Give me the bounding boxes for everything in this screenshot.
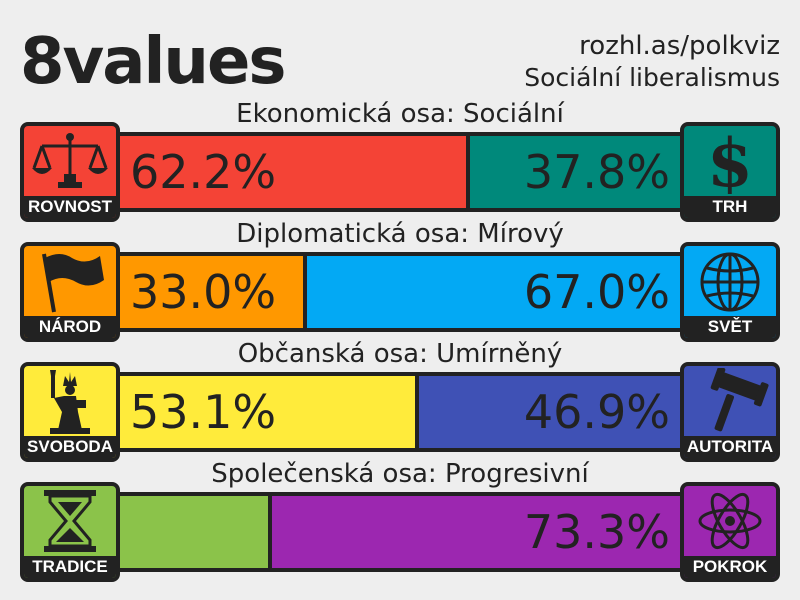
social-bar: 73.3%	[116, 492, 684, 572]
svoboda-icon-box: SVOBODA	[20, 362, 120, 462]
svet-label: SVĚT	[684, 316, 776, 338]
economic-bar: 62.2% 37.8%	[116, 132, 684, 212]
civil-bar: 53.1% 46.9%	[116, 372, 684, 452]
trh-label: TRH	[684, 196, 776, 218]
ideology-result: Sociální liberalismus	[524, 63, 780, 92]
autorita-label: AUTORITA	[684, 436, 776, 458]
rovnost-segment: 62.2%	[120, 136, 469, 208]
narod-segment: 33.0%	[120, 256, 305, 328]
svg-text:$: $	[707, 128, 753, 194]
tradice-label: TRADICE	[24, 556, 116, 578]
svet-percent: 67.0%	[523, 265, 670, 319]
autorita-icon-box: AUTORITA	[680, 362, 780, 462]
svet-segment: 67.0%	[304, 256, 680, 328]
pokrok-label: POKROK	[684, 556, 776, 578]
hourglass-icon	[44, 490, 96, 552]
svoboda-segment: 53.1%	[120, 376, 418, 448]
pokrok-segment: 73.3%	[269, 496, 680, 568]
social-axis: Společenská osa: Progresivní TRADICE 73.…	[0, 459, 800, 582]
pokrok-icon-box: POKROK	[680, 482, 780, 582]
svoboda-label: SVOBODA	[24, 436, 116, 458]
site-url: rozhl.as/polkviz	[579, 31, 780, 61]
trh-icon-box: $ TRH	[680, 122, 780, 222]
rovnost-icon-box: ROVNOST	[20, 122, 120, 222]
axis-title: Společenská osa: Progresivní	[211, 459, 589, 489]
globe-icon	[700, 252, 760, 312]
atom-icon	[698, 492, 762, 550]
tradice-icon-box: TRADICE	[20, 482, 120, 582]
economic-axis: Ekonomická osa: Sociální ROVNOST 62.2% 3…	[0, 99, 800, 222]
axis-title: Ekonomická osa: Sociální	[236, 99, 564, 129]
trh-percent: 37.8%	[523, 145, 670, 199]
rovnost-label: ROVNOST	[24, 196, 116, 218]
gavel-icon	[710, 368, 769, 432]
narod-label: NÁROD	[24, 316, 116, 338]
scales-icon	[32, 133, 108, 188]
axis-title: Diplomatická osa: Mírový	[236, 219, 564, 249]
trh-segment: 37.8%	[468, 136, 680, 208]
autorita-percent: 46.9%	[523, 385, 670, 439]
svoboda-percent: 53.1%	[130, 385, 277, 439]
diplomatic-bar: 33.0% 67.0%	[116, 252, 684, 332]
axis-title: Občanská osa: Umírněný	[237, 339, 563, 369]
app-logo: 8values	[20, 25, 286, 99]
autorita-segment: 46.9%	[417, 376, 680, 448]
pokrok-percent: 73.3%	[523, 505, 670, 559]
flag-icon	[42, 253, 104, 313]
statue-of-liberty-icon	[50, 370, 90, 434]
svet-icon-box: SVĚT	[680, 242, 780, 342]
rovnost-percent: 62.2%	[130, 145, 277, 199]
civil-axis: Občanská osa: Umírněný SVOBODA 53.1% 46.…	[0, 339, 800, 462]
tradice-segment	[120, 496, 270, 568]
dollar-icon: $	[707, 128, 753, 194]
diplomatic-axis: Diplomatická osa: Mírový NÁROD 33.0% 67.…	[0, 219, 800, 342]
narod-icon-box: NÁROD	[20, 242, 120, 342]
narod-percent: 33.0%	[130, 265, 277, 319]
